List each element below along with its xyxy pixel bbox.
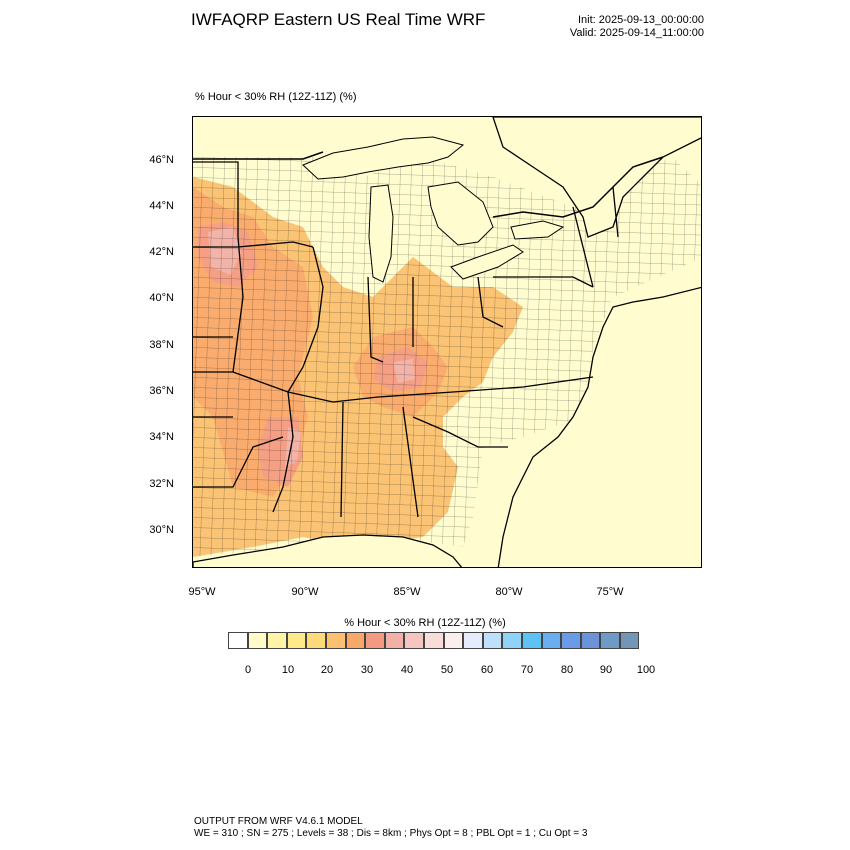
map-canvas [193,117,701,567]
colorbar-tick: 30 [360,664,374,676]
colorbar [228,632,640,650]
lat-label-32: 32°N [149,478,174,490]
lon-label-85: 85°W [393,586,421,598]
lake-erie [450,244,524,280]
hudson-bay-coast [492,117,701,238]
colorbar-swatch [580,632,601,649]
colorbar-title: % Hour < 30% RH (12Z-11Z) (%) [344,617,506,629]
colorbar-swatch [404,632,424,649]
lat-label-30: 30°N [149,524,174,536]
lat-label-40: 40°N [149,292,174,304]
lake-ontario [510,220,565,240]
colorbar-swatch [423,632,444,649]
colorbar-tick: 0 [244,664,252,676]
lat-label-42: 42°N [149,246,174,258]
footer-line-2: WE = 310 ; SN = 275 ; Levels = 38 ; Dis … [194,828,588,839]
colorbar-tick: 80 [560,664,574,676]
colorbar-swatch [286,632,307,649]
colorbar-swatch [247,632,268,649]
colorbar-swatch [365,632,385,649]
county-boundaries [193,157,701,557]
init-time: Init: 2025-09-13_00:00:00 [578,14,704,26]
colorbar-swatch [521,632,542,649]
colorbar-tick: 40 [400,664,414,676]
gulf-of-mexico [193,534,463,567]
atlantic-ocean [497,286,701,567]
colorbar-swatch [325,632,346,649]
page-title: IWFAQRP Eastern US Real Time WRF [191,10,486,29]
colorbar-tick: 70 [520,664,534,676]
colorbar-swatch [345,632,366,649]
lake-michigan [368,184,394,283]
map-panel [192,116,702,568]
footer-line-1: OUTPUT FROM WRF V4.6.1 MODEL [194,816,363,827]
colorbar-tick: 50 [440,664,454,676]
init-valid-times: Init: 2025-09-13_00:00:00 Valid: 2025-09… [570,14,704,40]
colorbar-swatch [443,632,464,649]
valid-time: Valid: 2025-09-14_11:00:00 [569,27,704,39]
lake-huron [427,181,494,246]
plot-field-label: % Hour < 30% RH (12Z-11Z) (%) [195,91,357,103]
lon-label-80: 80°W [495,586,523,598]
lake-superior [302,136,465,180]
international-border [193,151,664,218]
lat-label-34: 34°N [149,431,174,443]
state-boundaries [193,161,619,518]
lat-label-44: 44°N [149,200,174,212]
lat-label-36: 36°N [149,385,174,397]
colorbar-tick: 90 [599,664,613,676]
colorbar-swatch [502,632,522,649]
colorbar-swatch [619,632,640,649]
lat-label-38: 38°N [149,339,174,351]
colorbar-swatch [306,632,326,649]
colorbar-swatch [541,632,562,649]
colorbar-tick: 20 [320,664,334,676]
colorbar-swatch [482,632,503,649]
lon-label-90: 90°W [291,586,319,598]
colorbar-tick: 60 [480,664,494,676]
great-lakes [302,136,565,283]
colorbar-swatch [561,632,581,649]
colorbar-swatch [463,632,483,649]
lat-label-46: 46°N [149,154,174,166]
colorbar-tick: 100 [636,664,656,676]
lon-label-95: 95°W [188,586,216,598]
colorbar-tick: 10 [281,664,295,676]
colorbar-swatch [228,632,248,649]
colorbar-swatch [384,632,405,649]
lon-label-75: 75°W [596,586,624,598]
colorbar-swatch [267,632,287,649]
colorbar-swatch [600,632,620,649]
model-footer: OUTPUT FROM WRF V4.6.1 MODEL WE = 310 ; … [194,816,587,840]
